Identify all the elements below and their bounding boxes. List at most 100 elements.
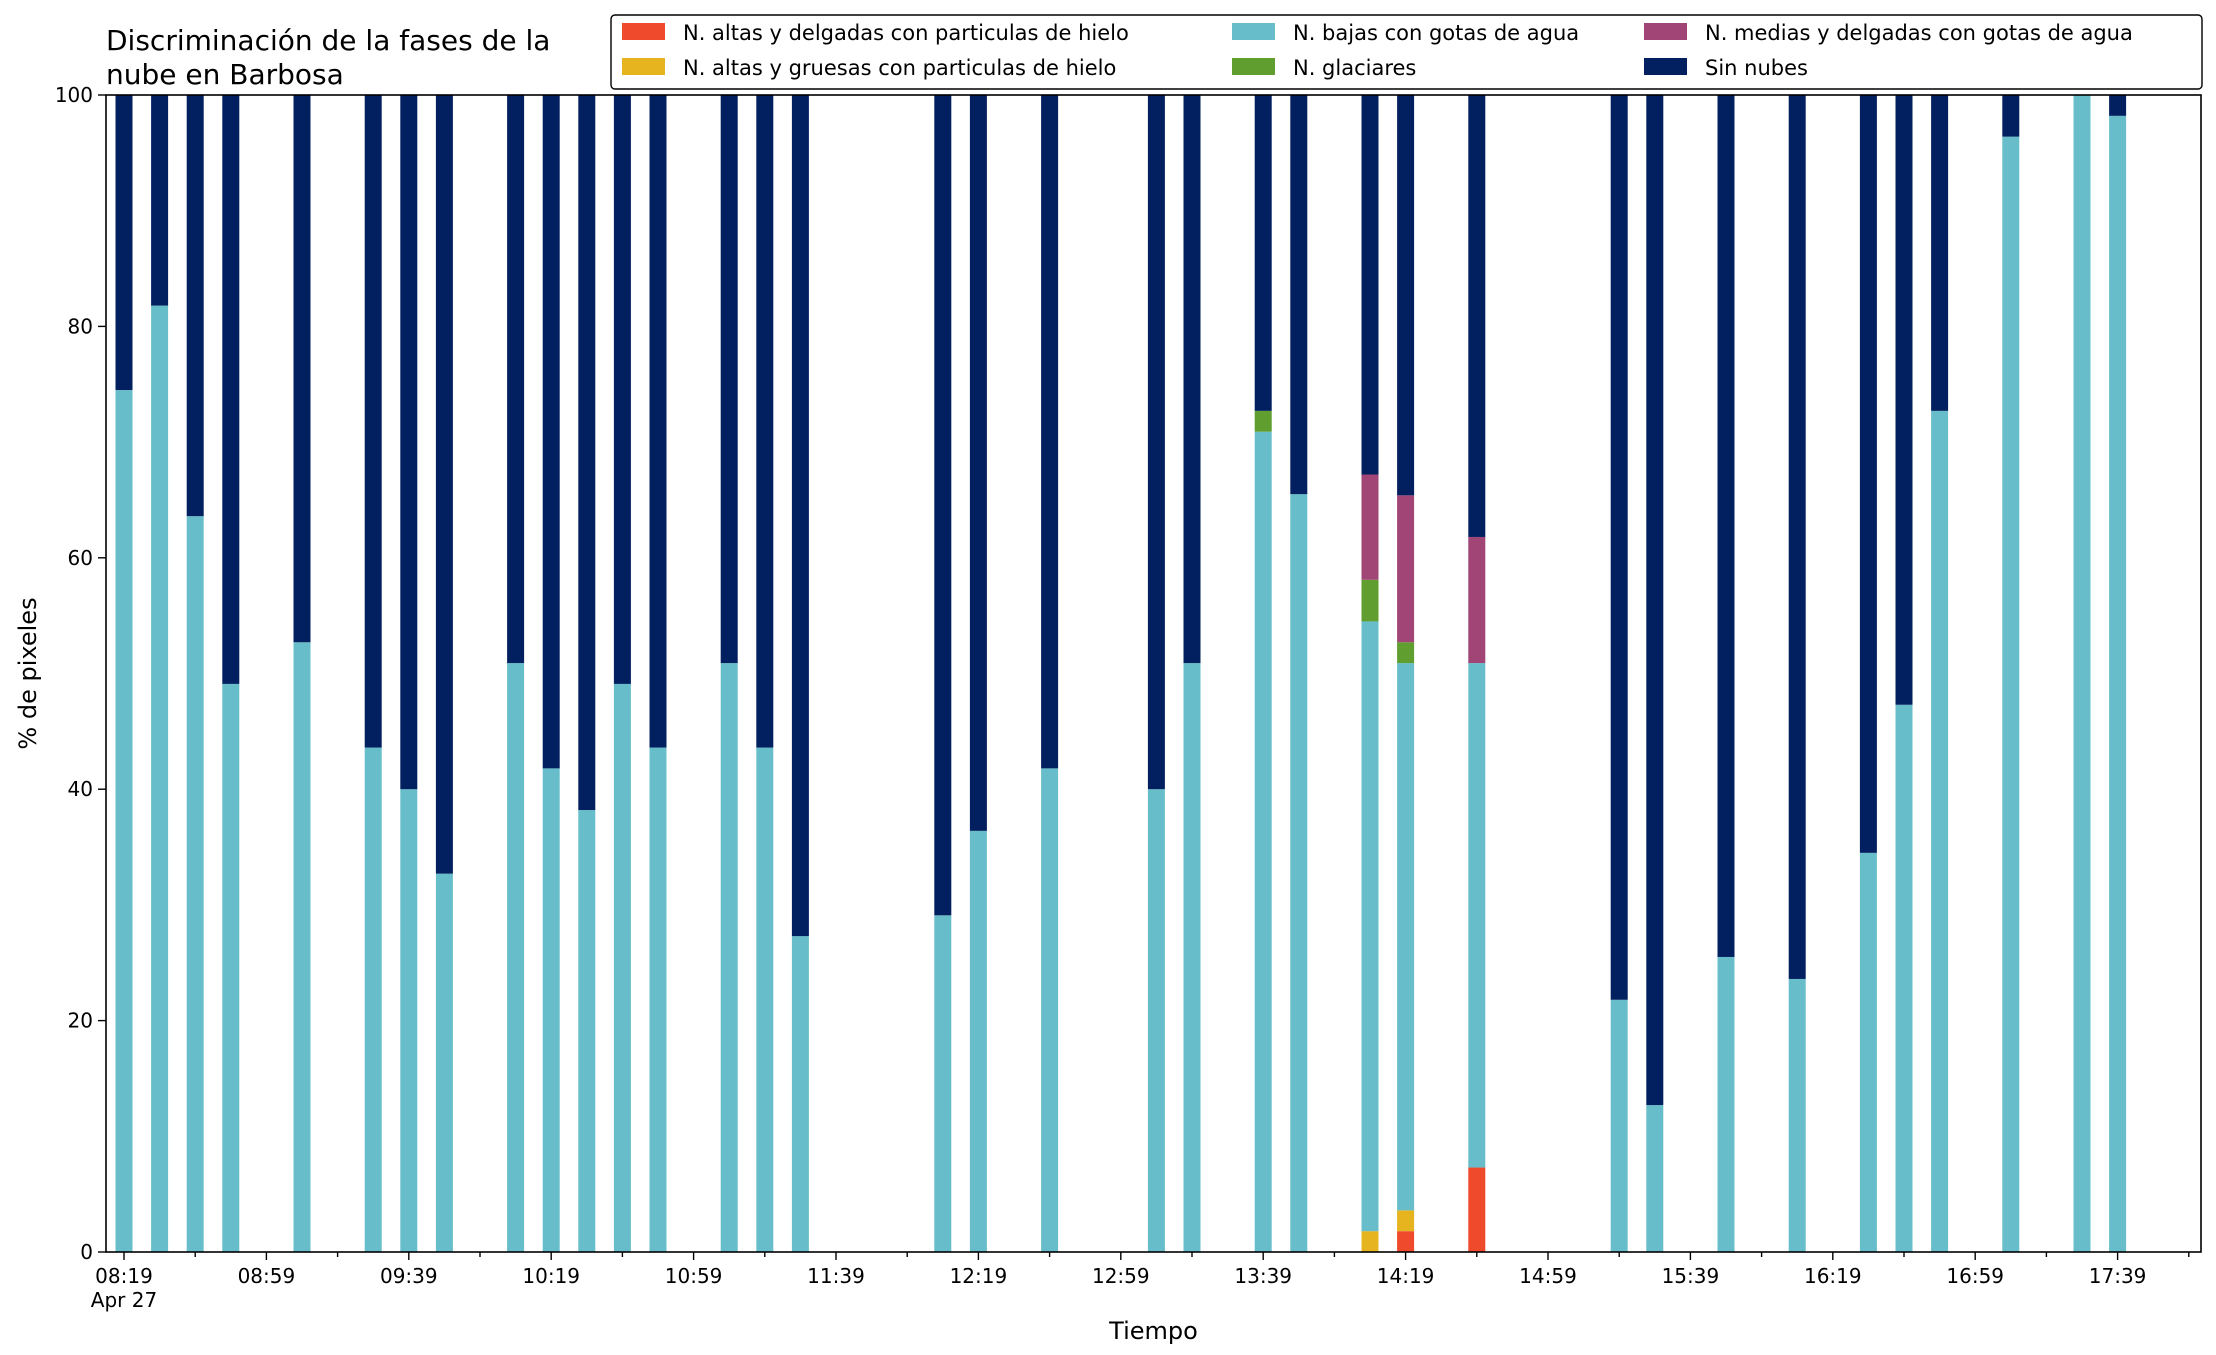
bar-segment bbox=[2002, 136, 2020, 1252]
bar-segment bbox=[1859, 852, 1877, 1252]
bar-segment bbox=[1397, 495, 1415, 643]
bar-segment bbox=[2109, 95, 2127, 116]
bar-segment bbox=[720, 663, 738, 1252]
bar-segment bbox=[1397, 1231, 1415, 1252]
bar-segment bbox=[756, 747, 774, 1252]
bar-segment bbox=[1610, 95, 1628, 1000]
bar-segment bbox=[1646, 1105, 1664, 1252]
legend-label: N. altas y delgadas con particulas de hi… bbox=[683, 21, 1129, 45]
bar-segment bbox=[934, 915, 952, 1252]
legend-swatch bbox=[622, 23, 665, 40]
bar-segment bbox=[293, 642, 311, 1252]
bar-segment bbox=[1788, 95, 1806, 979]
bar-segment bbox=[1610, 999, 1628, 1252]
bar-segment bbox=[435, 873, 453, 1252]
bar-segment bbox=[613, 95, 631, 684]
bar-segment bbox=[222, 95, 240, 684]
bar-segment bbox=[1895, 95, 1913, 705]
bar-segment bbox=[649, 747, 667, 1252]
bar-segment bbox=[756, 95, 774, 748]
x-tick-label: 14:59 bbox=[1519, 1264, 1577, 1288]
x-tick-label: 15:39 bbox=[1662, 1264, 1720, 1288]
bar-segment bbox=[1397, 1210, 1415, 1232]
bar-segment bbox=[791, 936, 809, 1252]
bar-segment bbox=[1290, 95, 1308, 495]
bar-segment bbox=[1397, 95, 1415, 496]
bar-segment bbox=[435, 95, 453, 874]
bar-segment bbox=[1468, 95, 1486, 537]
bar-segment bbox=[364, 95, 382, 748]
bar-segment bbox=[1361, 621, 1379, 1232]
bar-segment bbox=[1041, 768, 1059, 1252]
x-tick-label: 12:59 bbox=[1092, 1264, 1150, 1288]
bar-segment bbox=[1468, 663, 1486, 1168]
legend-swatch bbox=[1232, 23, 1275, 40]
y-tick-label: 80 bbox=[68, 314, 93, 338]
bar-segment bbox=[1361, 95, 1379, 475]
bar-segment bbox=[720, 95, 738, 664]
bar-segment bbox=[1859, 95, 1877, 853]
legend-label: Sin nubes bbox=[1705, 56, 1808, 80]
bar-segment bbox=[400, 789, 418, 1252]
bar-segment bbox=[2073, 95, 2091, 1252]
bar-segment bbox=[542, 95, 560, 769]
bars-layer bbox=[115, 95, 2127, 1253]
bar-segment bbox=[1646, 95, 1664, 1106]
bar-segment bbox=[1254, 95, 1272, 411]
bar-segment bbox=[186, 516, 204, 1252]
bar-segment bbox=[1147, 789, 1165, 1252]
bar-segment bbox=[969, 95, 987, 831]
bar-segment bbox=[507, 95, 525, 664]
bar-segment bbox=[1254, 431, 1272, 1252]
x-tick-label: 08:59 bbox=[238, 1264, 296, 1288]
x-tick-label: 12:19 bbox=[950, 1264, 1008, 1288]
bar-segment bbox=[293, 95, 311, 643]
bar-segment bbox=[2002, 95, 2020, 137]
bar-segment bbox=[151, 305, 169, 1252]
bar-segment bbox=[1290, 494, 1308, 1252]
bar-segment bbox=[1397, 663, 1415, 1211]
bar-segment bbox=[1183, 663, 1201, 1252]
bar-segment bbox=[969, 830, 987, 1252]
x-tick-label: 09:39 bbox=[380, 1264, 438, 1288]
bar-segment bbox=[1041, 95, 1059, 769]
bar-segment bbox=[400, 95, 418, 790]
bar-segment bbox=[1717, 956, 1735, 1252]
legend-swatch bbox=[1232, 58, 1275, 75]
bar-segment bbox=[2109, 115, 2127, 1253]
bar-segment bbox=[1788, 978, 1806, 1252]
bar-segment bbox=[542, 768, 560, 1252]
bar-segment bbox=[578, 810, 596, 1252]
plot-frame bbox=[105, 94, 2202, 1253]
y-tick-label: 40 bbox=[68, 777, 93, 801]
y-tick-label: 20 bbox=[68, 1009, 93, 1033]
chart-title-line-2: nube en Barbosa bbox=[106, 58, 344, 91]
x-tick-label: 10:19 bbox=[522, 1264, 580, 1288]
bar-segment bbox=[1183, 95, 1201, 664]
bar-segment bbox=[1931, 95, 1949, 411]
x-tick-sublabel: Apr 27 bbox=[91, 1288, 157, 1312]
bar-segment bbox=[1361, 579, 1379, 622]
y-axis-label: % de pixeles bbox=[14, 597, 42, 749]
x-tick-label: 16:59 bbox=[1946, 1264, 2004, 1288]
bar-segment bbox=[1397, 642, 1415, 664]
x-tick-label: 08:19 bbox=[95, 1264, 153, 1288]
legend-label: N. bajas con gotas de agua bbox=[1293, 21, 1579, 45]
legend-swatch bbox=[1644, 58, 1687, 75]
x-tick-label: 16:19 bbox=[1804, 1264, 1862, 1288]
x-axis-label: Tiempo bbox=[1108, 1317, 1198, 1345]
bar-segment bbox=[1468, 1167, 1486, 1252]
bar-segment bbox=[186, 95, 204, 517]
bar-segment bbox=[222, 683, 240, 1252]
bar-segment bbox=[613, 683, 631, 1252]
bar-segment bbox=[364, 747, 382, 1252]
y-tick-label: 100 bbox=[55, 83, 93, 107]
y-axis-ticks: 0 20 40 60 80 100 bbox=[55, 83, 106, 1264]
bar-segment bbox=[1468, 536, 1486, 664]
bar-segment bbox=[507, 663, 525, 1252]
legend-box bbox=[610, 14, 2203, 90]
x-tick-label: 13:39 bbox=[1234, 1264, 1292, 1288]
legend-swatch bbox=[1644, 23, 1687, 40]
